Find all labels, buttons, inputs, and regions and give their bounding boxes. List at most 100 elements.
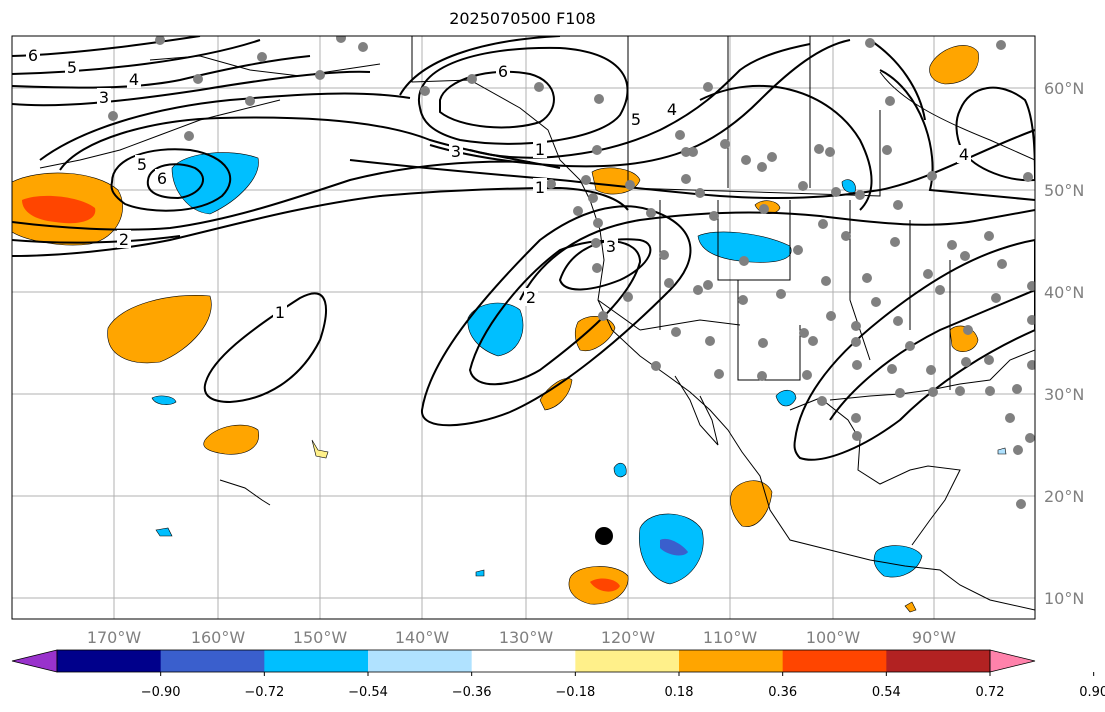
contour-label: 5 — [67, 58, 77, 77]
contour-label-bg — [117, 230, 131, 248]
contour-1-lower — [12, 186, 629, 257]
negative-anomaly — [841, 179, 856, 193]
map-title: 2025070500 F108 — [449, 9, 596, 28]
negative-anomaly — [467, 302, 524, 357]
colorbar-tick-label: 0.36 — [768, 685, 797, 700]
contour-label-bg — [449, 142, 463, 160]
colorbar-tick-label: 0.72 — [976, 685, 1005, 700]
longitude-label: 160°W — [191, 628, 246, 647]
longitude-labels: 170°W 160°W 150°W 140°W 130°W 120°W 110°W 100°W… — [87, 628, 956, 647]
positive-anomaly — [539, 378, 573, 411]
contour-label-bg — [155, 169, 169, 187]
contour-3-mid — [558, 238, 652, 291]
negative-anomaly — [873, 545, 923, 578]
contour-label-bg — [629, 110, 643, 128]
contour-label: 3 — [99, 88, 109, 107]
latitude-label: 40°N — [1044, 283, 1084, 302]
contour-label: 5 — [137, 155, 147, 174]
longitude-label: 110°W — [703, 628, 758, 647]
contour-1-loop-b — [420, 205, 692, 427]
colorbar-segment — [471, 650, 576, 672]
contour-label: 3 — [606, 237, 616, 256]
coastlines — [39, 36, 1035, 611]
colorbar-tick-label: 0.54 — [872, 685, 901, 700]
contour-5-west — [12, 39, 261, 75]
contour-ne-1 — [879, 69, 1035, 201]
longitude-label: 170°W — [87, 628, 142, 647]
contour-label-bg — [135, 155, 149, 173]
negative-anomaly — [613, 462, 627, 478]
contour-label-bg — [533, 140, 547, 158]
latitude-label: 10°N — [1044, 589, 1084, 608]
positive-anomaly — [107, 295, 212, 364]
contour-2b — [12, 235, 181, 244]
contour-label-bg — [524, 288, 538, 306]
contour-4-west — [12, 55, 311, 89]
contour-label: 6 — [157, 169, 167, 188]
longitude-label: 150°W — [293, 628, 348, 647]
weak-negative-anomaly — [997, 447, 1007, 455]
strong-positive-anomaly — [22, 195, 96, 224]
negative-anomaly — [151, 395, 177, 405]
longitude-label: 120°W — [601, 628, 656, 647]
contour-label-bg — [26, 46, 40, 64]
colorbar-tick-label: 0.18 — [665, 685, 694, 700]
contour-6-low — [146, 163, 204, 200]
colorbar-tick-label: −0.36 — [452, 685, 492, 700]
colorbar-segment — [160, 650, 265, 672]
colorbar-segment — [886, 650, 991, 672]
contour-label: 4 — [667, 100, 677, 119]
colorbar-segment — [264, 650, 369, 672]
contour-label-bg — [496, 62, 510, 80]
contour-label-bg — [97, 88, 111, 106]
longitude-label: 140°W — [395, 628, 450, 647]
contour-label-bg — [127, 70, 141, 88]
longitude-label: 100°W — [806, 628, 861, 647]
contour-3-ring — [39, 92, 411, 161]
contour-label: 4 — [129, 70, 139, 89]
colorbar-tick-label: −0.90 — [141, 685, 181, 700]
negative-anomaly — [697, 231, 792, 263]
colorbar-segment — [368, 650, 473, 672]
colorbar-segment — [57, 650, 162, 672]
contour-5-alaska — [417, 46, 629, 145]
longitude-label: 90°W — [912, 628, 956, 647]
positive-anomaly — [929, 45, 979, 85]
contour-1-mid — [349, 129, 1035, 199]
contour-label-bg — [273, 303, 287, 321]
contour-3-west — [12, 70, 371, 107]
contour-2-ring — [12, 160, 531, 231]
positive-anomaly — [904, 601, 917, 613]
longitude-label: 130°W — [499, 628, 554, 647]
colorbar-tick-label: 0.90 — [1079, 685, 1105, 700]
contour-label-bg — [604, 237, 618, 255]
latitude-label: 30°N — [1044, 385, 1084, 404]
colorbar-extend-high — [989, 649, 1036, 673]
colorbar-segment — [575, 650, 680, 672]
contour-label: 2 — [526, 288, 536, 307]
contour-label: 6 — [28, 46, 38, 65]
contour-label-bg — [957, 145, 971, 163]
map-border — [11, 35, 1036, 620]
contour-ne-2 — [869, 39, 926, 121]
colorbar-segment — [782, 650, 887, 672]
contour-label-bg — [65, 58, 79, 76]
negative-anomaly — [155, 527, 173, 537]
contour-label: 1 — [535, 178, 545, 197]
latitude-label: 20°N — [1044, 487, 1084, 506]
colorbar-tick-label: −0.18 — [555, 685, 595, 700]
negative-anomaly — [475, 569, 485, 577]
colorbar-tick-label: −0.54 — [348, 685, 388, 700]
contour-label-bg — [665, 100, 679, 118]
storm-position-marker — [595, 527, 613, 545]
strong-positive-anomaly — [590, 578, 620, 592]
contour-label: 6 — [498, 62, 508, 81]
latitude-labels: 60°N 50°N 40°N 30°N 20°N 10°N — [1044, 79, 1084, 608]
colorbar: −0.90 −0.72 −0.54 −0.36 −0.18 0.18 0.36 0.54 0.7… — [11, 649, 1105, 700]
contour-label: 1 — [275, 303, 285, 322]
contour-label: 2 — [119, 230, 129, 249]
contour-6-gulf — [399, 36, 561, 96]
strong-negative-anomaly — [660, 538, 688, 556]
anomaly-shading — [12, 45, 1007, 613]
